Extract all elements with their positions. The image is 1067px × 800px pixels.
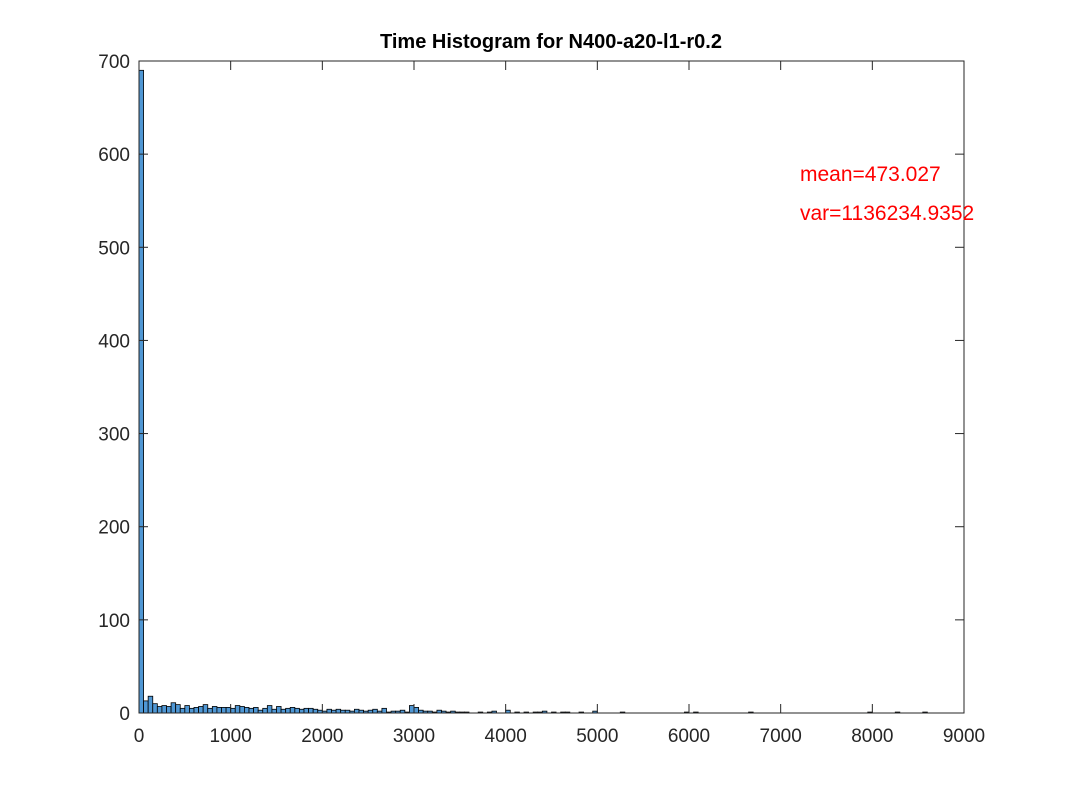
histogram-bar (280, 708, 287, 714)
histogram-bar (308, 707, 314, 714)
histogram-bar (299, 708, 305, 714)
histogram-bar (184, 705, 190, 714)
histogram-bar (248, 707, 254, 714)
mean-annotation: mean=473.027 (800, 163, 941, 186)
histogram-bar (138, 69, 144, 714)
histogram-bar (147, 695, 154, 714)
histogram-bar (193, 707, 199, 714)
histogram-bar (312, 708, 319, 714)
y-tick-label: 300 (98, 425, 130, 446)
histogram-bar (289, 707, 296, 714)
y-tick-label: 600 (98, 145, 130, 166)
x-tick-label: 5000 (576, 726, 618, 747)
histogram-bar (207, 707, 213, 714)
x-tick-label: 9000 (943, 726, 985, 747)
histogram-bar (221, 707, 227, 714)
y-tick-label: 700 (98, 52, 130, 73)
histogram-bar (225, 707, 232, 714)
histogram-bar (326, 708, 332, 714)
chart-title: Time Histogram for N400-a20-l1-r0.2 (380, 31, 722, 53)
histogram-bar (253, 707, 259, 714)
histogram-bar (175, 704, 181, 714)
histogram-bar (234, 705, 241, 714)
x-tick-label: 1000 (210, 726, 252, 747)
histogram-bar (285, 707, 291, 714)
x-tick-label: 7000 (760, 726, 802, 747)
histogram-bar (230, 707, 236, 714)
histogram-bar (244, 707, 250, 714)
histogram-bar (211, 706, 218, 714)
histogram-bar (161, 705, 167, 714)
histogram-bar (202, 704, 209, 714)
histogram-bar (143, 700, 149, 714)
histogram-bar (335, 708, 342, 714)
histogram-bar (413, 707, 419, 714)
histogram-bar (156, 706, 163, 714)
histogram-bar (372, 708, 378, 714)
x-tick-label: 2000 (301, 726, 343, 747)
histogram-bar (189, 707, 195, 714)
histogram-bar (354, 708, 360, 714)
y-tick-label: 0 (119, 704, 130, 725)
x-tick-label: 6000 (668, 726, 710, 747)
y-tick-label: 400 (98, 331, 130, 352)
histogram-bar (271, 708, 277, 714)
x-tick-label: 0 (134, 726, 145, 747)
histogram-bar (262, 707, 268, 714)
histogram-bar (198, 706, 204, 714)
y-tick-label: 100 (98, 611, 130, 632)
histogram-bar (409, 705, 415, 714)
histogram-bar (381, 707, 387, 714)
y-tick-label: 500 (98, 238, 130, 259)
histogram-bar (152, 703, 158, 714)
x-tick-label: 3000 (393, 726, 435, 747)
y-tick-label: 200 (98, 518, 130, 539)
histogram-bar (179, 707, 186, 714)
x-tick-label: 4000 (485, 726, 527, 747)
histogram-bar (294, 707, 300, 714)
histogram-bar (266, 705, 273, 714)
histogram-bar (239, 706, 245, 714)
histogram-bar (303, 707, 309, 714)
histogram-bar (216, 707, 222, 714)
x-tick-label: 8000 (851, 726, 893, 747)
histogram-bar (166, 706, 172, 714)
variance-annotation: var=1136234.9352 (800, 202, 974, 225)
axis-ticks: 0 1000 2000 3000 4000 5000 6000 7000 8000 9000 0 10… (98, 52, 985, 747)
histogram-bar (170, 702, 177, 714)
plot-frame (138, 60, 965, 714)
histogram-bar (276, 706, 282, 714)
